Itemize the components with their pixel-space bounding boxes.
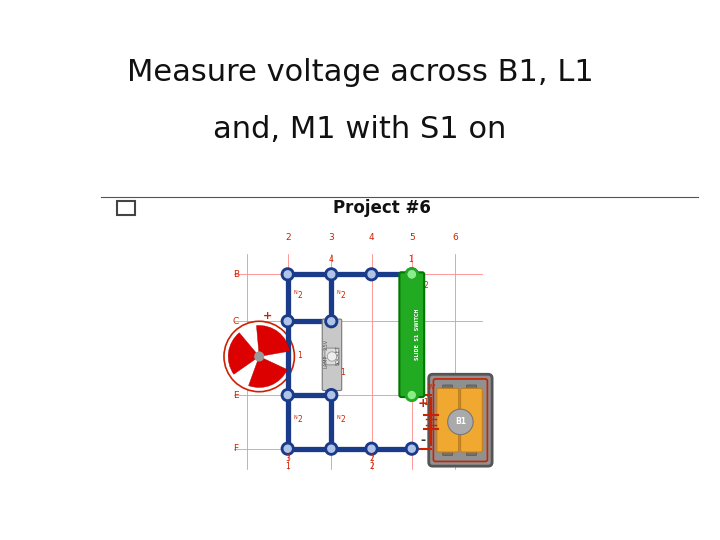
Text: E: E — [233, 390, 238, 400]
Text: 2: 2 — [369, 455, 374, 463]
Circle shape — [325, 268, 338, 281]
Text: 1: 1 — [408, 254, 413, 264]
FancyBboxPatch shape — [443, 385, 453, 393]
Circle shape — [328, 445, 335, 452]
Circle shape — [365, 268, 378, 281]
Text: +: + — [418, 397, 428, 410]
FancyBboxPatch shape — [325, 348, 339, 365]
Circle shape — [405, 389, 418, 401]
Text: Project #6: Project #6 — [333, 199, 431, 217]
Text: SLIDE  S1  SWITCH: SLIDE S1 SWITCH — [415, 309, 420, 360]
Circle shape — [405, 268, 418, 281]
Text: B1: B1 — [455, 417, 466, 427]
Text: LAMP: LAMP — [323, 355, 328, 368]
Circle shape — [282, 268, 294, 281]
Wedge shape — [256, 326, 289, 356]
FancyBboxPatch shape — [433, 379, 487, 462]
Text: N: N — [337, 415, 341, 420]
Text: F: F — [233, 444, 238, 453]
Circle shape — [282, 315, 294, 328]
FancyBboxPatch shape — [428, 374, 492, 466]
Text: 2: 2 — [341, 415, 346, 424]
Circle shape — [284, 271, 291, 278]
Text: 2: 2 — [341, 291, 346, 300]
Circle shape — [325, 315, 338, 328]
Text: 2: 2 — [285, 233, 290, 242]
Wedge shape — [228, 333, 259, 374]
Circle shape — [224, 321, 294, 392]
Text: 1: 1 — [423, 398, 428, 407]
Circle shape — [325, 389, 338, 401]
Text: 2: 2 — [297, 415, 302, 424]
Text: 4: 4 — [329, 254, 334, 264]
Circle shape — [282, 389, 294, 401]
Text: and, M1 with S1 on: and, M1 with S1 on — [213, 115, 507, 144]
Text: 2: 2 — [297, 291, 302, 300]
Circle shape — [368, 271, 375, 278]
Text: 1: 1 — [285, 462, 290, 471]
Circle shape — [408, 271, 415, 278]
Circle shape — [325, 442, 338, 455]
FancyBboxPatch shape — [400, 272, 424, 397]
Text: 5: 5 — [409, 233, 415, 242]
FancyBboxPatch shape — [437, 388, 459, 452]
Circle shape — [328, 271, 335, 278]
Text: Measure voltage across B1, L1: Measure voltage across B1, L1 — [127, 58, 593, 87]
Circle shape — [284, 392, 291, 399]
Circle shape — [255, 352, 264, 361]
Circle shape — [284, 318, 291, 325]
Text: 2: 2 — [423, 281, 428, 290]
Circle shape — [328, 392, 335, 399]
Bar — [117, 201, 135, 214]
FancyBboxPatch shape — [467, 385, 477, 393]
Text: 3: 3 — [285, 455, 290, 463]
FancyBboxPatch shape — [461, 388, 482, 452]
Circle shape — [368, 445, 375, 452]
Text: N: N — [293, 291, 297, 295]
Circle shape — [365, 442, 378, 455]
Circle shape — [328, 318, 335, 325]
FancyBboxPatch shape — [443, 448, 453, 455]
Text: -: - — [420, 434, 426, 447]
Text: C: C — [233, 317, 239, 326]
Text: 3V: 3V — [426, 383, 436, 390]
Circle shape — [405, 268, 418, 281]
Text: 1: 1 — [297, 351, 302, 360]
Text: 2.5V: 2.5V — [323, 339, 328, 350]
Text: SOCKET: SOCKET — [336, 345, 341, 364]
FancyBboxPatch shape — [323, 319, 342, 390]
Text: 4: 4 — [369, 233, 374, 242]
Text: N: N — [293, 415, 297, 420]
Circle shape — [408, 392, 415, 399]
Circle shape — [282, 442, 294, 455]
Text: 3: 3 — [328, 233, 334, 242]
Text: B: B — [233, 270, 239, 279]
Circle shape — [408, 445, 415, 452]
Circle shape — [328, 352, 337, 361]
Circle shape — [284, 445, 291, 452]
Text: 1: 1 — [341, 368, 346, 377]
Text: +: + — [263, 311, 272, 321]
FancyBboxPatch shape — [467, 448, 477, 455]
Text: 6: 6 — [452, 233, 458, 242]
Text: 2: 2 — [369, 462, 374, 471]
Text: N: N — [337, 291, 341, 295]
Circle shape — [448, 409, 473, 435]
Wedge shape — [248, 356, 287, 388]
Circle shape — [408, 271, 415, 278]
Circle shape — [405, 442, 418, 455]
